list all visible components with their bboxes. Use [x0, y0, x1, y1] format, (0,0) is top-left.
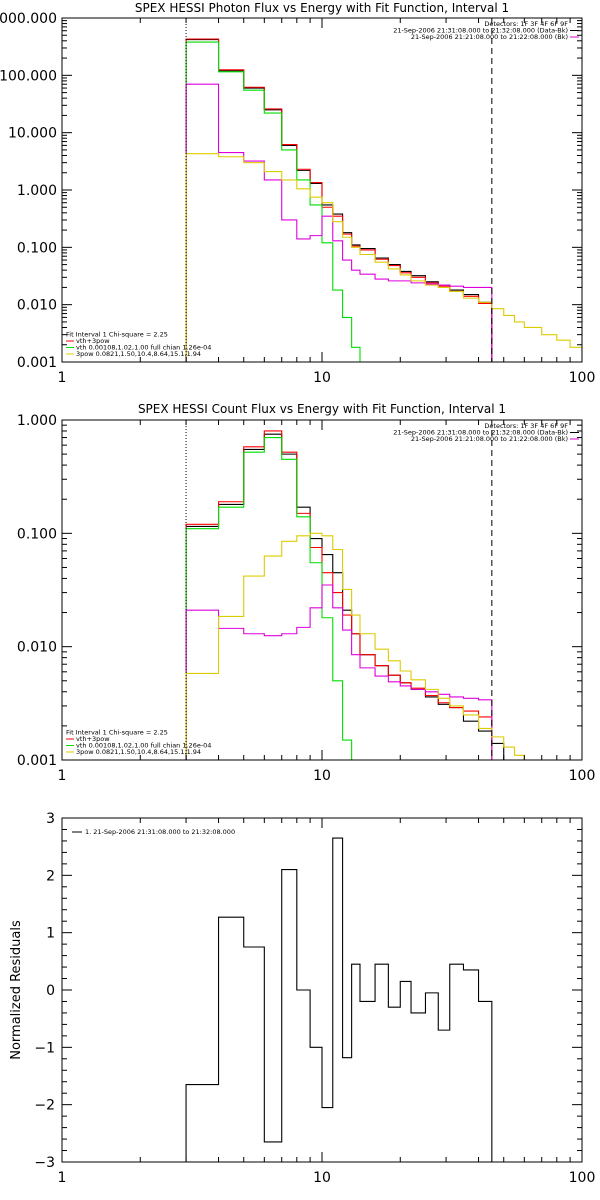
count-flux-chart: SPEX HESSI Count Flux vs Energy with Fit…: [17, 402, 596, 784]
series-line-0: [185, 39, 493, 362]
series-group: [185, 837, 493, 1162]
legend-bottom-entry: vth 0.00108,1.02,1.00 full chian 1.26e-0…: [76, 344, 211, 352]
axis-frame: [61, 817, 583, 1163]
legend-bottom-entry: vth+3pow: [76, 735, 110, 743]
y-tick-label: 1.000: [17, 413, 57, 429]
y-tick-label: 0: [46, 983, 55, 999]
y-tick-label: 0.100: [17, 240, 57, 256]
residuals-chart: 1 10 100 −3 −2 −1 0 1 2 3 Normalized Residuals 1. 2…: [9, 811, 595, 1186]
y-tick-label: 1.000: [17, 183, 57, 199]
legend-top-entry: Detectors: 1F 3F 4F 6F 9F: [484, 422, 568, 430]
series-line-3: [185, 83, 493, 362]
x-tick-label: 1: [58, 768, 67, 784]
x-tick-label: 100: [569, 768, 596, 784]
y-tick-label: −3: [34, 1155, 55, 1171]
y-tick-label: 2: [46, 868, 55, 884]
legend-top-entry: 21-Sep-2006 21:21:08.000 to 21:22:08.000…: [411, 435, 568, 443]
series-line-1: [185, 430, 493, 760]
legend-entry: 1. 21-Sep-2006 21:31:08.000 to 21:32:08.…: [85, 828, 235, 836]
y-tick-label: 0.001: [17, 355, 57, 371]
y-tick-label: 0.100: [17, 526, 57, 542]
legend-top-entry: 21-Sep-2006 21:21:08.000 to 21:22:08.000…: [411, 33, 568, 41]
legend-top-entry: 21-Sep-2006 21:31:08.000 to 21:32:08.000…: [393, 27, 568, 35]
series-group: [185, 38, 582, 362]
series-line-4: [185, 153, 582, 362]
y-axis-label: Normalized Residuals: [9, 920, 24, 1060]
legend-bottom-entry: Fit Interval 1 Chi-square = 2.25: [66, 729, 168, 737]
legend-top-entry: 21-Sep-2006 21:31:08.000 to 21:32:08.000…: [393, 429, 568, 437]
legend-bottom-entry: vth 0.00108,1.02,1.00 full chian 1.26e-0…: [76, 742, 211, 750]
y-tick-label: 0.010: [17, 298, 57, 314]
series-line-0: [185, 433, 505, 760]
x-tick-label: 100: [569, 1170, 596, 1186]
series-line-3: [185, 584, 493, 760]
series-line-4: [185, 532, 543, 760]
legend-bottom-entry: 3pow 0.0821,1.50,10.4,8.64,15.1,1.94: [76, 350, 201, 358]
legend-top-entry: Detectors: 1F 3F 4F 6F 9F: [484, 20, 568, 28]
x-tick-label: 100: [569, 370, 596, 386]
y-tick-label: 100.000: [0, 68, 57, 84]
y-tick-label: 1: [46, 926, 55, 942]
y-tick-label: −1: [34, 1040, 55, 1056]
chart-title: SPEX HESSI Photon Flux vs Energy with Fi…: [135, 1, 509, 15]
series-line-0: [185, 837, 493, 1162]
x-tick-label: 1: [58, 370, 67, 386]
x-tick-label: 10: [313, 1170, 331, 1186]
photon-flux-chart: SPEX HESSI Photon Flux vs Energy with Fi…: [0, 1, 595, 386]
legend-bottom-entry: 3pow 0.0821,1.50,10.4,8.64,15.1,1.94: [76, 748, 201, 756]
x-tick-label: 10: [313, 370, 331, 386]
x-tick-label: 1: [58, 1170, 67, 1186]
series-group: [185, 430, 543, 760]
y-tick-label: 0.010: [17, 640, 57, 656]
y-tick-label: 10.000: [8, 126, 57, 142]
legend-bottom-entry: vth+3pow: [76, 337, 110, 345]
series-line-2: [185, 437, 353, 760]
series-line-2: [185, 41, 361, 362]
x-tick-label: 10: [313, 768, 331, 784]
y-tick-label: −2: [34, 1098, 55, 1114]
legend-bottom-entry: Fit Interval 1 Chi-square = 2.25: [66, 331, 168, 339]
y-tick-label: 3: [46, 811, 55, 827]
chart-title: SPEX HESSI Count Flux vs Energy with Fit…: [138, 402, 506, 416]
y-tick-label: 0.001: [17, 753, 57, 769]
series-line-1: [185, 38, 493, 362]
